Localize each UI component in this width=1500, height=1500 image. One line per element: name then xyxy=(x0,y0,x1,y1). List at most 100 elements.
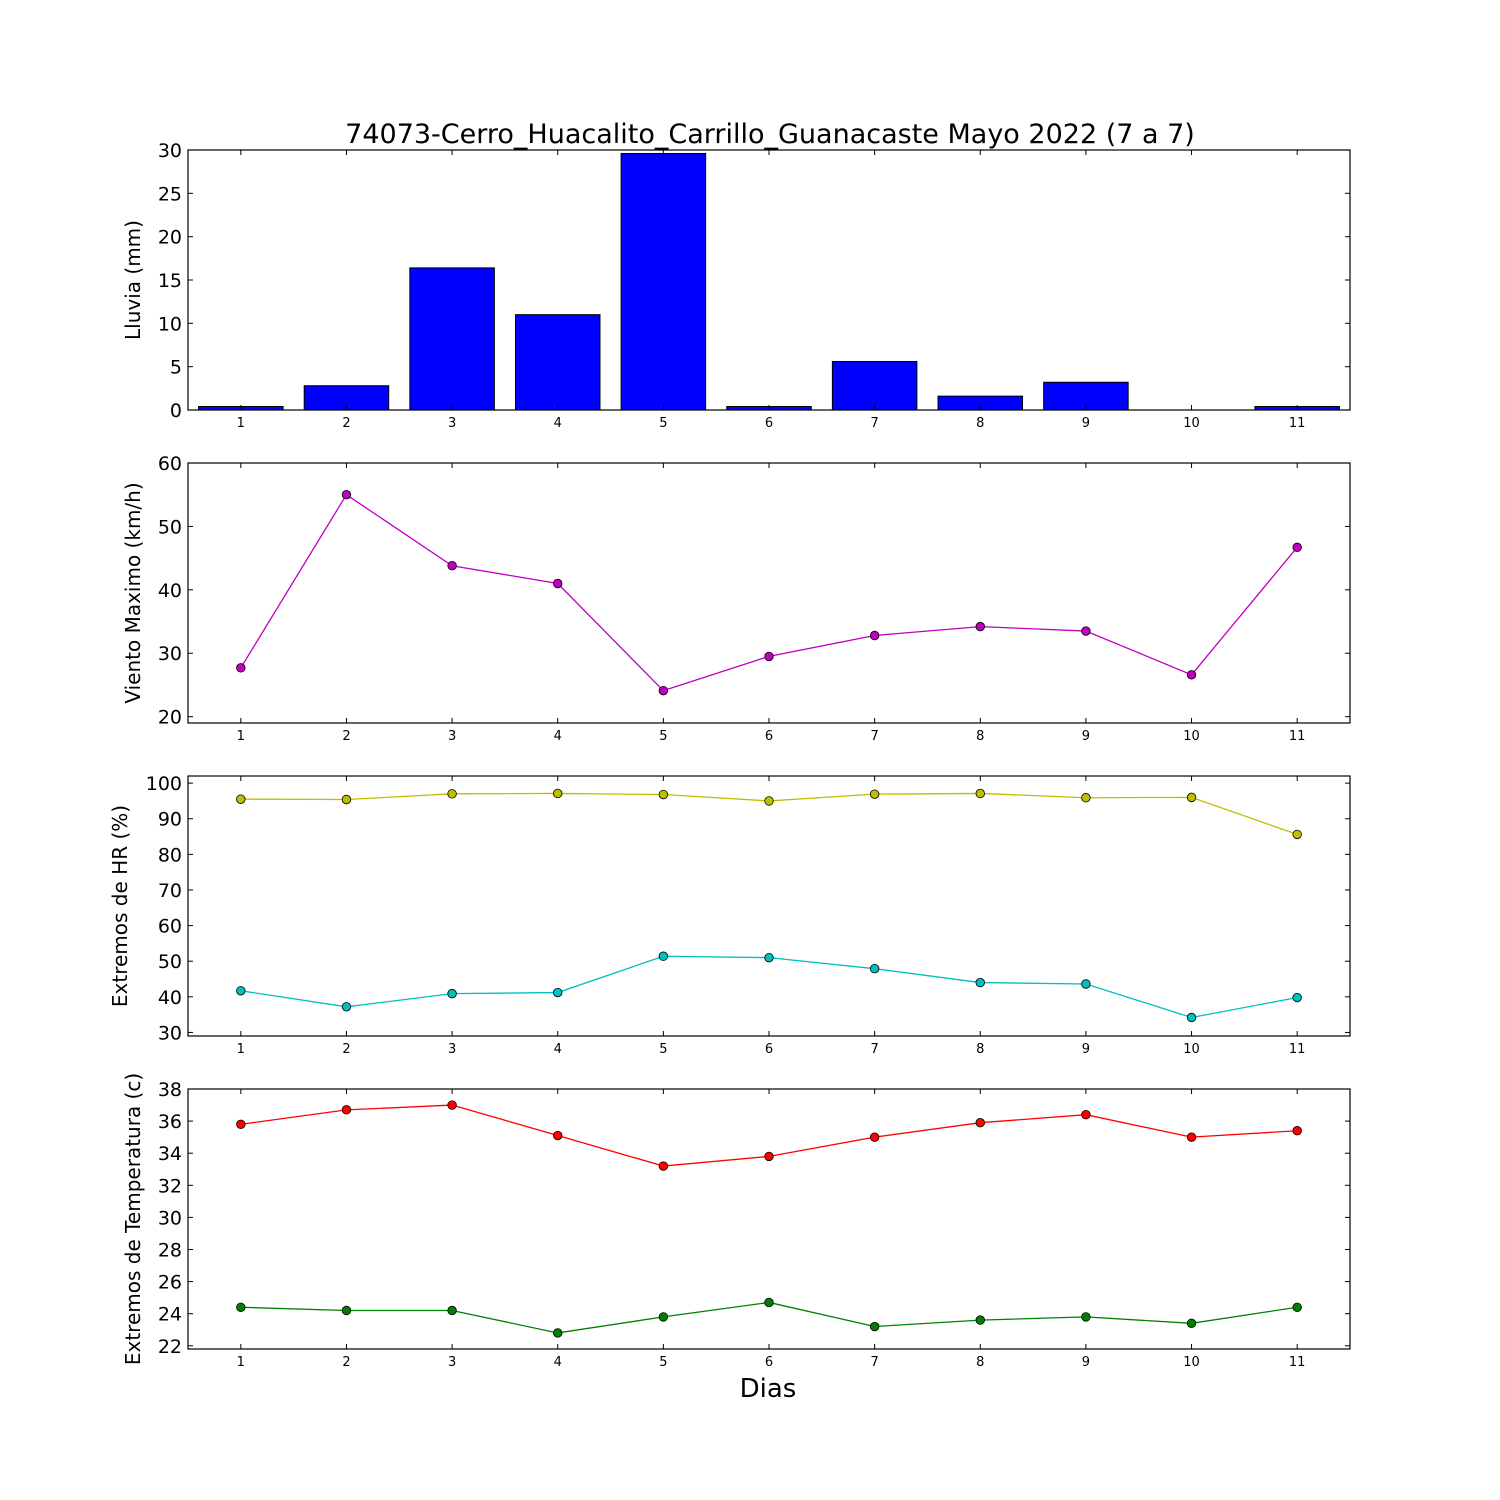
point-s1-day-8 xyxy=(975,621,985,632)
x-tick-label: 2 xyxy=(342,1355,350,1370)
x-tick-label: 9 xyxy=(1082,416,1090,431)
y-tick-label: 90 xyxy=(158,809,182,831)
axes-frame xyxy=(187,462,1351,724)
point-s1-day-10 xyxy=(1186,670,1197,680)
point-s1-day-7 xyxy=(869,630,880,641)
panel-3: 1 2 3 4 5 6 7 8 9 10 11 30 40 50 60 70 80 90 100 Extremos d… xyxy=(108,773,1351,1057)
x-tick-label: 3 xyxy=(448,416,456,431)
y-tick-label: 10 xyxy=(158,313,182,335)
point-s1-day-8 xyxy=(975,1117,985,1128)
y-tick-label: 70 xyxy=(158,880,182,902)
bar-day-2 xyxy=(303,385,390,411)
x-tick-label: 10 xyxy=(1183,1042,1200,1057)
panel-1: 1 2 3 4 5 6 7 8 9 10 11 0 5 10 15 20 25 30 Lluvia (mm) xyxy=(121,140,1351,431)
point-s1-day-2 xyxy=(341,794,352,805)
point-s2-day-1 xyxy=(236,986,246,996)
point-s2-day-2 xyxy=(341,1305,352,1316)
y-tick-label: 80 xyxy=(158,844,182,866)
point-s2-day-10 xyxy=(1186,1318,1197,1329)
y-axis-label: Lluvia (mm) xyxy=(121,220,145,340)
point-s1-day-11 xyxy=(1292,542,1302,553)
point-s1-day-5 xyxy=(658,789,669,800)
point-s2-day-10 xyxy=(1186,1012,1197,1023)
y-tick-label: 38 xyxy=(158,1079,182,1101)
point-s1-day-4 xyxy=(553,1130,563,1141)
x-tick-label: 4 xyxy=(554,1355,562,1370)
point-s2-day-8 xyxy=(975,1315,985,1325)
x-tick-label: 3 xyxy=(448,729,456,744)
point-s1-day-3 xyxy=(447,1100,457,1110)
x-tick-label: 4 xyxy=(554,729,562,744)
x-tick-label: 7 xyxy=(870,416,878,431)
panel-2: 1 2 3 4 5 6 7 8 9 10 11 20 30 40 50 60 Viento Maximo (km… xyxy=(121,453,1351,744)
point-s1-day-5 xyxy=(658,1161,669,1171)
point-s2-day-1 xyxy=(236,1302,246,1312)
y-tick-label: 25 xyxy=(158,183,182,205)
x-tick-label: 2 xyxy=(342,1042,350,1057)
point-s2-day-8 xyxy=(975,977,985,988)
x-tick-label: 6 xyxy=(765,416,773,431)
x-axis-label: Dias xyxy=(740,1374,797,1404)
x-tick-label: 6 xyxy=(765,729,773,744)
point-s1-day-1 xyxy=(236,663,246,673)
x-tick-label: 2 xyxy=(342,729,350,744)
y-tick-label: 60 xyxy=(158,453,182,475)
series-line-2 xyxy=(240,955,1298,1019)
x-tick-label: 3 xyxy=(448,1355,456,1370)
point-s1-day-8 xyxy=(975,788,985,799)
x-tick-label: 6 xyxy=(765,1042,773,1057)
point-s1-day-9 xyxy=(1081,626,1091,636)
x-tick-label: 11 xyxy=(1289,729,1306,744)
y-axis-label: Viento Maximo (km/h) xyxy=(121,482,145,703)
point-s1-day-2 xyxy=(341,1105,352,1115)
bar-day-5 xyxy=(620,152,707,411)
y-tick-label: 50 xyxy=(158,516,182,538)
point-s1-day-1 xyxy=(236,1119,246,1130)
x-tick-label: 7 xyxy=(870,1042,878,1057)
point-s1-day-11 xyxy=(1292,829,1302,840)
point-s2-day-9 xyxy=(1081,979,1091,989)
x-tick-label: 9 xyxy=(1082,729,1090,744)
bar-day-7 xyxy=(831,360,918,411)
x-tick-label: 4 xyxy=(554,1042,562,1057)
point-s1-day-4 xyxy=(553,578,563,589)
point-s2-day-11 xyxy=(1292,992,1302,1003)
x-tick-label: 10 xyxy=(1183,1355,1200,1370)
x-tick-label: 4 xyxy=(554,416,562,431)
x-tick-label: 1 xyxy=(237,1355,245,1370)
x-tick-label: 3 xyxy=(448,1042,456,1057)
y-tick-label: 22 xyxy=(158,1336,182,1358)
point-s1-day-7 xyxy=(869,1132,880,1142)
point-s1-day-2 xyxy=(341,490,352,500)
y-tick-label: 26 xyxy=(158,1272,182,1294)
point-s1-day-7 xyxy=(869,789,880,799)
x-tick-label: 8 xyxy=(976,416,984,431)
point-s2-day-6 xyxy=(764,952,774,963)
y-tick-label: 40 xyxy=(158,987,182,1009)
point-s1-day-6 xyxy=(764,1151,774,1162)
bar-day-3 xyxy=(409,267,495,411)
point-s2-day-7 xyxy=(869,963,880,974)
series-line-1 xyxy=(240,493,1298,692)
x-tick-label: 11 xyxy=(1289,416,1306,431)
point-s1-day-9 xyxy=(1081,793,1091,803)
point-s1-day-10 xyxy=(1186,1132,1197,1142)
x-tick-label: 7 xyxy=(870,729,878,744)
y-tick-label: 34 xyxy=(158,1143,182,1165)
x-tick-label: 11 xyxy=(1289,1355,1306,1370)
point-s2-day-4 xyxy=(553,987,563,998)
point-s2-day-7 xyxy=(869,1321,880,1332)
x-tick-label: 8 xyxy=(976,1042,984,1057)
y-tick-label: 20 xyxy=(158,707,182,729)
x-tick-label: 1 xyxy=(237,1042,245,1057)
x-tick-label: 1 xyxy=(237,416,245,431)
x-tick-label: 1 xyxy=(237,729,245,744)
y-axis-label: Extremos de Temperatura (c) xyxy=(121,1073,145,1365)
point-s2-day-5 xyxy=(658,951,669,961)
y-tick-label: 28 xyxy=(158,1239,182,1261)
x-tick-label: 8 xyxy=(976,1355,984,1370)
point-s2-day-4 xyxy=(553,1328,563,1338)
x-tick-label: 5 xyxy=(659,729,667,744)
x-tick-label: 10 xyxy=(1183,729,1200,744)
